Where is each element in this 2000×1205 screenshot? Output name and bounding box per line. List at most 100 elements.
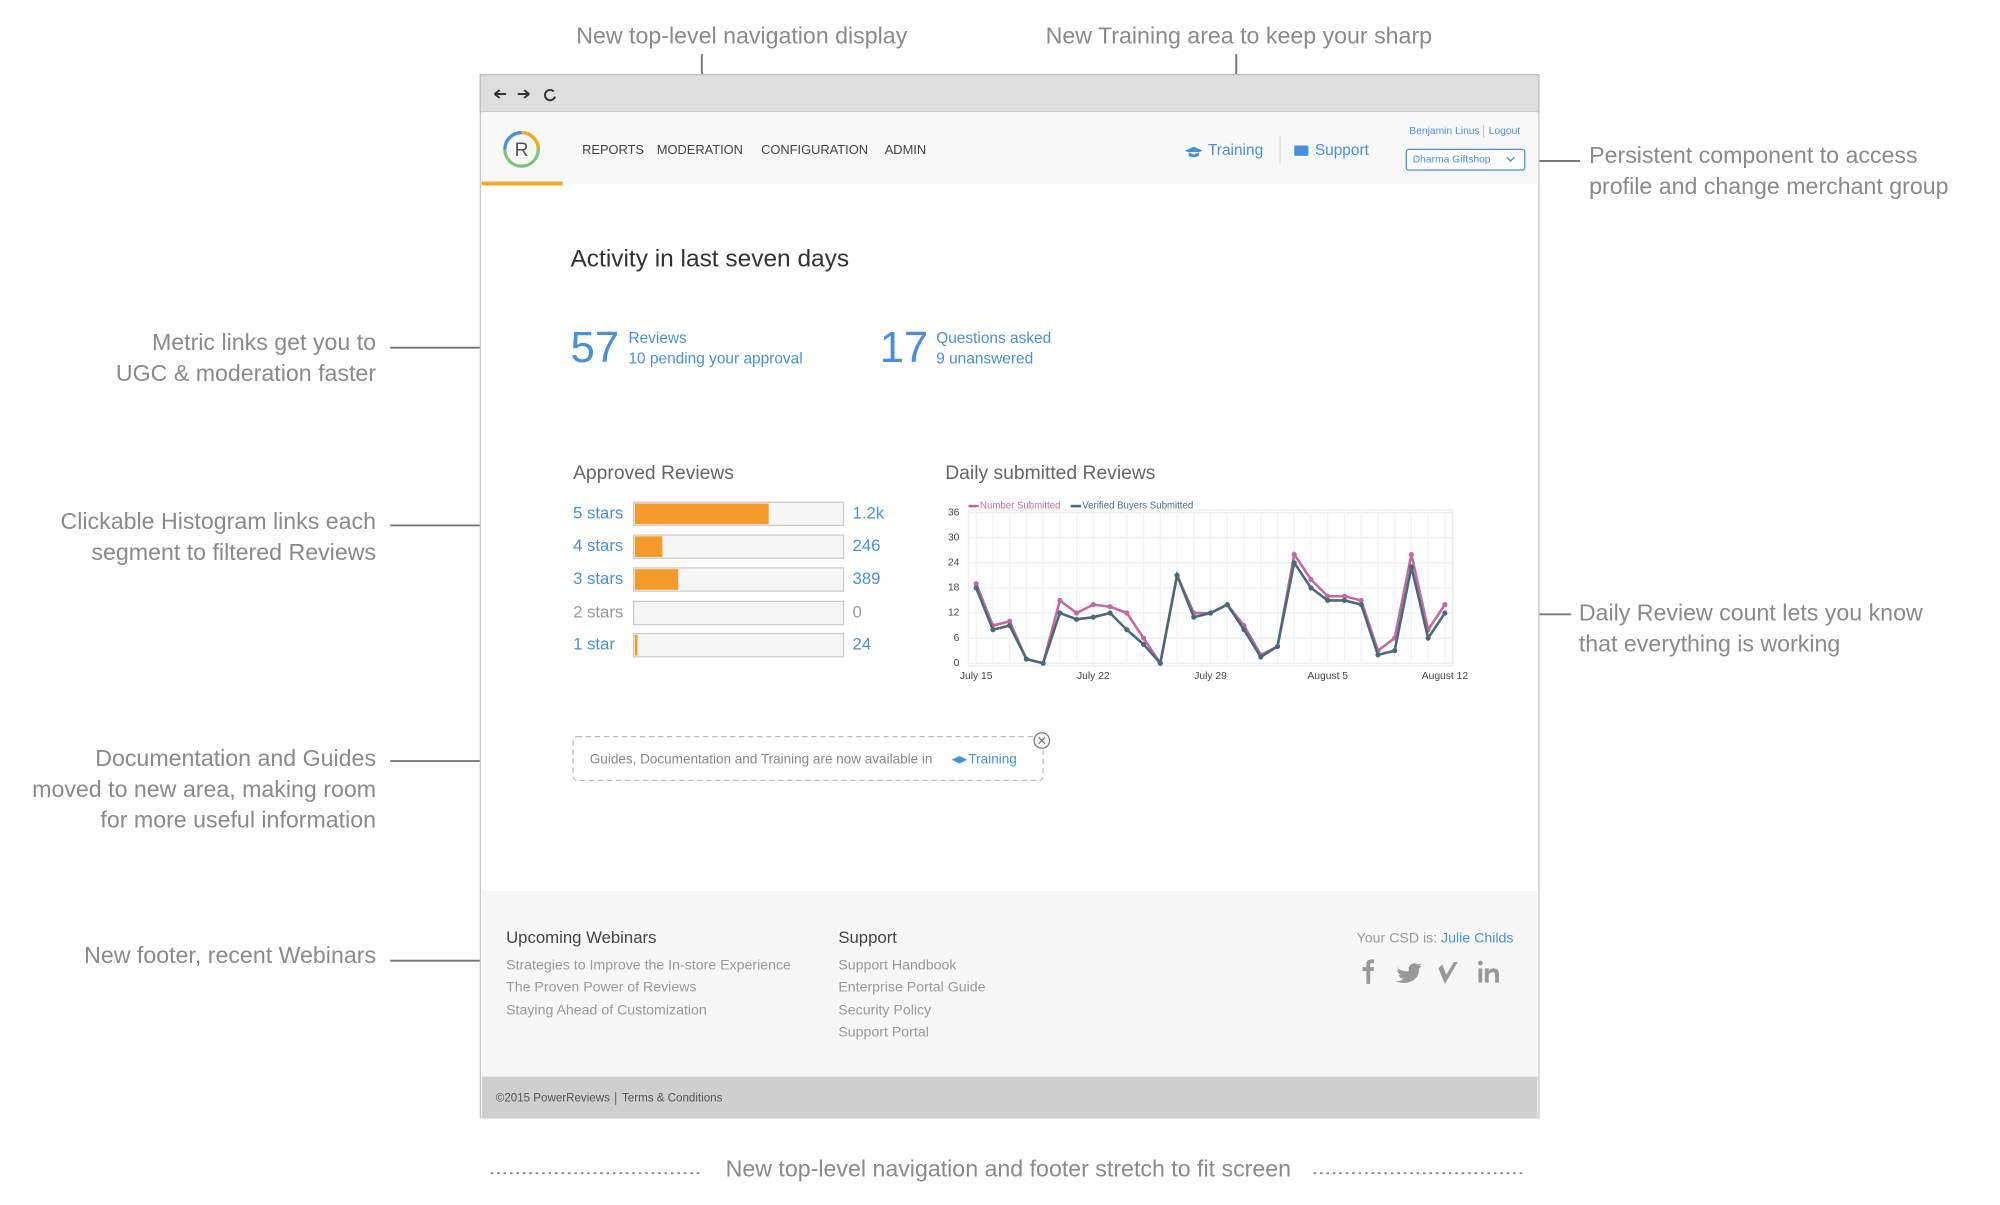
dropdown-caret <box>1506 156 1515 162</box>
footer-link[interactable]: Support Portal <box>838 1025 929 1041</box>
reload-button[interactable] <box>544 88 556 102</box>
facebook-icon[interactable] <box>1362 959 1375 984</box>
x-tick-label: July 29 <box>1194 671 1227 682</box>
annotation: UGC & moderation faster <box>116 360 376 386</box>
data-point <box>1375 652 1381 658</box>
merchant-select[interactable] <box>1405 148 1526 171</box>
bar[interactable] <box>634 503 769 525</box>
vimeo-icon[interactable] <box>1438 961 1458 984</box>
canvas: New top-level navigation display New Tra… <box>32 22 1948 1181</box>
training-icon <box>951 755 968 764</box>
footer-link[interactable]: Staying Ahead of Customization <box>506 1003 707 1019</box>
data-point <box>1090 614 1096 620</box>
linkedin-icon[interactable] <box>1478 960 1499 983</box>
nav-bar <box>481 112 1538 185</box>
footer-link[interactable]: Enterprise Portal Guide <box>838 979 985 995</box>
data-point <box>1057 597 1063 604</box>
page-heading: Activity in last seven days <box>570 246 849 273</box>
csd-label: Your CSD is: <box>1357 931 1438 947</box>
data-point <box>1207 610 1214 616</box>
nav-item[interactable]: CONFIGURATION <box>761 142 868 157</box>
data-point <box>1325 597 1331 604</box>
data-point <box>1074 610 1080 616</box>
nav-item[interactable]: ADMIN <box>885 142 926 157</box>
footer-link[interactable]: The Proven Power of Reviews <box>506 979 696 995</box>
metric-label[interactable]: Reviews <box>628 330 687 347</box>
annotation: New top-level navigation and footer stre… <box>726 1156 1291 1182</box>
y-tick-label: 24 <box>948 557 960 568</box>
annotation: for more useful information <box>100 807 376 833</box>
data-point <box>1341 593 1348 599</box>
metric-sub[interactable]: 10 pending your approval <box>628 350 802 367</box>
data-point <box>1124 627 1130 633</box>
data-point <box>1258 654 1264 660</box>
x-tick-label: August 12 <box>1422 671 1469 682</box>
y-tick-label: 0 <box>954 658 960 669</box>
bar-track <box>632 632 845 658</box>
data-point <box>990 627 996 633</box>
terms-link[interactable]: Terms & Conditions <box>622 1093 723 1105</box>
metric-label[interactable]: Questions asked <box>936 330 1051 347</box>
data-point <box>1392 648 1398 654</box>
y-tick-label: 6 <box>954 633 960 644</box>
notice-box <box>572 735 1044 782</box>
twitter-icon[interactable] <box>1395 963 1422 984</box>
footer-link[interactable]: Security Policy <box>838 1003 932 1019</box>
data-point <box>1325 593 1331 599</box>
logo-accent <box>521 131 540 150</box>
nav-item[interactable]: MODERATION <box>657 142 743 157</box>
data-point <box>1174 572 1180 578</box>
y-tick-label: 30 <box>948 532 960 543</box>
metric-value[interactable]: 17 <box>880 323 929 372</box>
legend-label: Verified Buyers Submitted <box>1082 501 1193 512</box>
chart-title: Approved Reviews <box>573 463 734 484</box>
support-link[interactable]: Support <box>1315 142 1370 159</box>
data-point <box>1007 622 1013 629</box>
data-point <box>1291 551 1297 557</box>
notice-link[interactable]: Training <box>968 751 1016 766</box>
footer-link[interactable]: Support Handbook <box>838 958 957 974</box>
x-tick-label: July 15 <box>960 671 993 682</box>
training-link[interactable]: Training <box>1208 142 1263 159</box>
forward-button[interactable] <box>517 89 530 99</box>
metric-value[interactable]: 57 <box>570 323 619 372</box>
data-point <box>1442 610 1448 616</box>
bar[interactable] <box>634 536 663 557</box>
annotation: that everything is working <box>1579 630 1840 656</box>
bar-label[interactable]: 5 stars <box>573 503 623 522</box>
bar-track <box>632 567 845 592</box>
nav-item[interactable]: REPORTS <box>582 142 644 157</box>
csd-name[interactable]: Julie Childs <box>1441 931 1513 947</box>
y-tick-label: 18 <box>948 583 960 594</box>
data-point <box>1057 610 1063 616</box>
bar-label[interactable]: 4 stars <box>573 536 623 555</box>
user-link[interactable]: Benjamin Linus <box>1409 126 1479 137</box>
back-button[interactable] <box>493 89 507 99</box>
x-tick-label: July 22 <box>1077 671 1110 682</box>
value-label: 389 <box>853 569 881 588</box>
data-point <box>1040 660 1046 666</box>
data-point <box>1425 635 1431 641</box>
bar-label[interactable]: 1 star <box>573 635 615 654</box>
bar-label[interactable]: 3 stars <box>573 569 623 588</box>
bar[interactable] <box>634 634 638 656</box>
data-point <box>1157 660 1163 666</box>
annotation: New footer, recent Webinars <box>84 942 376 968</box>
bar-label: 2 stars <box>573 602 623 621</box>
footer-link[interactable]: Strategies to Improve the In-store Exper… <box>506 958 791 974</box>
annotation: New top-level navigation display <box>576 22 907 48</box>
data-point <box>1124 610 1130 616</box>
bar[interactable] <box>634 569 679 590</box>
data-point <box>1442 602 1448 608</box>
footer-heading: Support <box>838 928 897 947</box>
logout-link[interactable]: Logout <box>1489 126 1521 137</box>
training-icon <box>1184 146 1203 158</box>
metric-sub[interactable]: 9 unanswered <box>936 350 1033 367</box>
annotation: Clickable Histogram links each <box>61 508 377 534</box>
annotation: moved to new area, making room <box>32 776 376 802</box>
data-point <box>1308 576 1314 583</box>
data-point <box>1140 641 1147 647</box>
data-point <box>1408 564 1415 570</box>
